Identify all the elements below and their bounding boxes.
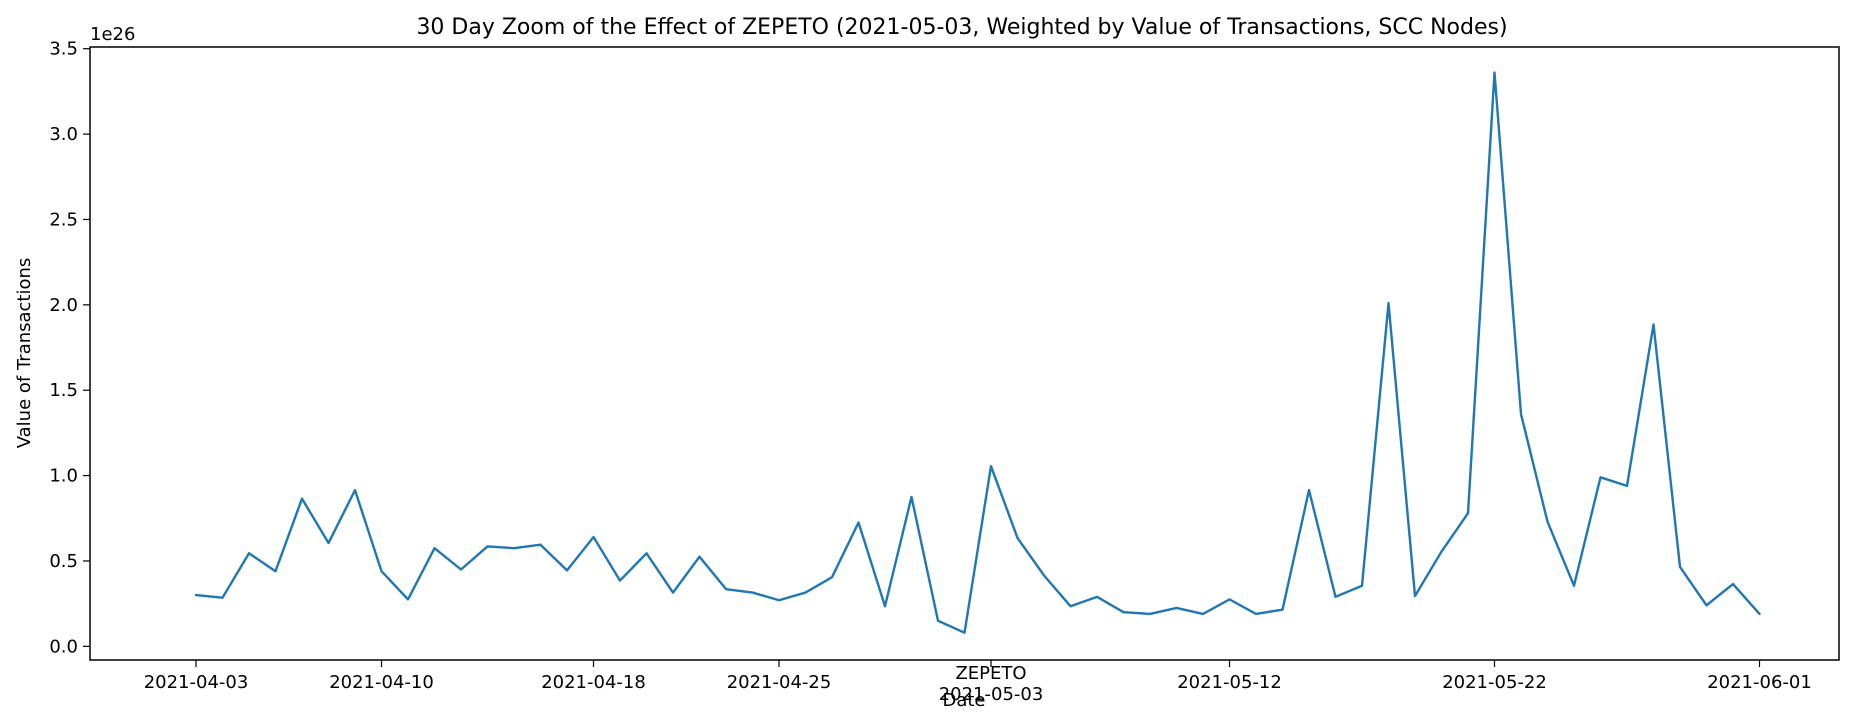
- x-tick-label: 2021-04-25: [727, 672, 832, 693]
- y-tick-label: 1.0: [49, 466, 78, 487]
- y-axis-label: Value of Transactions: [14, 258, 35, 449]
- axes-frame: [89, 46, 1840, 661]
- y-tick-label: 0.0: [49, 636, 78, 657]
- x-tick-label: 2021-04-10: [329, 672, 434, 693]
- series-line: [194, 71, 1761, 634]
- y-offset-label: 1e26: [90, 24, 135, 45]
- plot-area: [83, 48, 1761, 667]
- y-tick-label: 3.0: [49, 124, 78, 145]
- x-tick-label: 2021-04-18: [541, 672, 646, 693]
- chart-title: 30 Day Zoom of the Effect of ZEPETO (202…: [416, 15, 1507, 40]
- x-axis-label: Date: [942, 690, 985, 711]
- y-tick-label: 1.5: [49, 380, 78, 401]
- x-tick-label: 2021-05-22: [1442, 672, 1547, 693]
- x-tick-label: 2021-05-12: [1177, 672, 1282, 693]
- x-tick-label: 2021-04-03: [144, 672, 249, 693]
- y-tick-label: 3.5: [49, 39, 78, 60]
- x-tick-label: 2021-05-03: [939, 684, 1044, 705]
- event-label: ZEPETO: [955, 663, 1026, 684]
- y-tick-label: 2.0: [49, 295, 78, 316]
- y-tick-label: 0.5: [49, 551, 78, 572]
- x-tick-label: 2021-06-01: [1707, 672, 1812, 693]
- y-tick-label: 2.5: [49, 209, 78, 230]
